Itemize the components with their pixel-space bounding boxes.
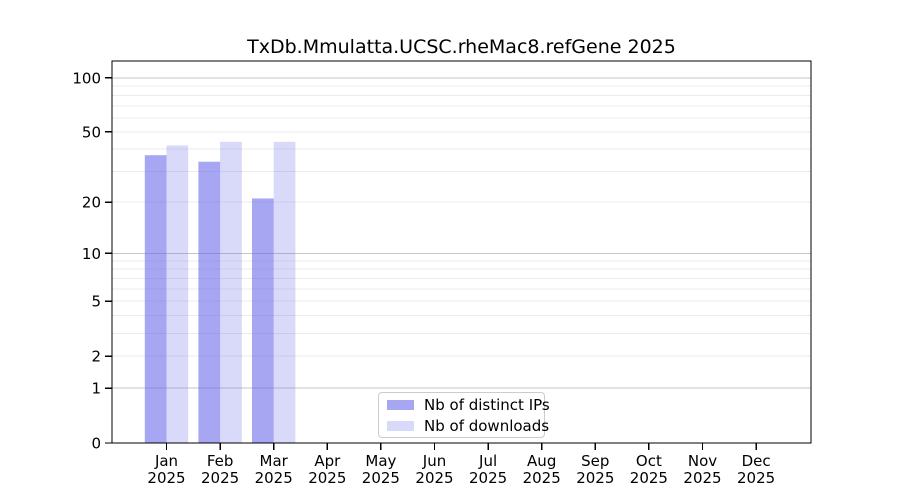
x-tick-label-year: 2025 <box>147 469 185 487</box>
bars <box>144 141 296 444</box>
x-tick-label-year: 2025 <box>737 469 775 487</box>
chart-title: TxDb.Mmulatta.UCSC.rheMac8.refGene 2025 <box>247 36 676 58</box>
y-tick-label: 50 <box>82 123 101 141</box>
x-tick-label-year: 2025 <box>576 469 614 487</box>
legend-label-distinct-ips: Nb of distinct IPs <box>424 395 550 414</box>
x-tick-label-month: Nov <box>688 452 717 470</box>
x-tick-label-month: Sep <box>581 452 609 470</box>
y-tick-label: 20 <box>82 194 101 212</box>
x-tick-label-month: Jul <box>478 452 497 470</box>
x-tick-label-month: Oct <box>636 452 662 470</box>
legend-item-distinct-ips: Nb of distinct IPs <box>387 396 550 414</box>
distinct-ips-color-swatch <box>387 399 414 410</box>
bar-mar-downloads <box>273 141 296 443</box>
x-tick-label-month: Aug <box>527 452 556 470</box>
x-tick-label-month: Jan <box>154 452 178 470</box>
y-tick-label: 100 <box>72 69 101 87</box>
x-tick-label-year: 2025 <box>201 469 239 487</box>
x-tick-label-year: 2025 <box>523 469 561 487</box>
chart-legend: Nb of distinct IPs Nb of downloads <box>378 392 550 438</box>
x-tick-label-month: Dec <box>742 452 771 470</box>
y-tick-label: 2 <box>91 348 101 366</box>
downloads-color-swatch <box>387 420 414 431</box>
legend-item-downloads: Nb of downloads <box>387 417 549 435</box>
x-tick-label-year: 2025 <box>683 469 721 487</box>
bar-mar-distinct-ips <box>252 198 274 443</box>
x-tick-label-month: Feb <box>207 452 234 470</box>
x-tick-label-month: May <box>365 452 396 470</box>
x-tick-label-month: Jun <box>422 452 446 470</box>
x-tick-label-year: 2025 <box>630 469 668 487</box>
x-tick-label-year: 2025 <box>255 469 293 487</box>
x-tick-label-year: 2025 <box>308 469 346 487</box>
x-axis: Jan2025Feb2025Mar2025Apr2025May2025Jun20… <box>147 443 775 487</box>
plot-border <box>111 60 812 444</box>
bar-feb-downloads <box>220 141 242 443</box>
legend-label-downloads: Nb of downloads <box>424 416 550 435</box>
y-axis: 0 1 2 5 10 20 50 100 <box>72 69 112 453</box>
x-tick-label-month: Apr <box>314 452 341 470</box>
bar-feb-distinct-ips <box>198 161 221 444</box>
y-tick-label: 10 <box>82 245 101 263</box>
x-tick-label-year: 2025 <box>469 469 507 487</box>
bar-jan-distinct-ips <box>144 155 167 444</box>
x-tick-label-year: 2025 <box>362 469 400 487</box>
y-tick-label: 0 <box>91 435 101 453</box>
x-tick-label-year: 2025 <box>415 469 453 487</box>
y-tick-label: 5 <box>91 293 101 311</box>
bar-jan-downloads <box>166 145 189 443</box>
x-tick-label-month: Mar <box>260 452 289 470</box>
y-tick-label: 1 <box>91 380 101 398</box>
gridlines <box>112 77 811 389</box>
